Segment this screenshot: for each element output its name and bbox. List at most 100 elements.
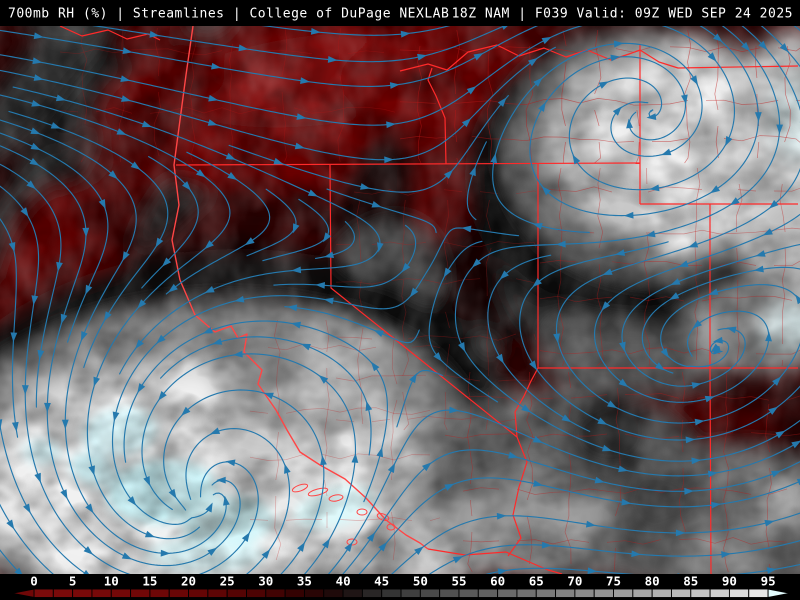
colorbar-cell [168, 588, 189, 598]
rh-texture-light [0, 26, 800, 574]
colorbar-tick-label: 15 [142, 574, 157, 589]
streamline-arrowhead [204, 240, 214, 250]
colorbar-cell [439, 588, 460, 598]
streamline [487, 254, 591, 432]
streamline-arrowhead [156, 334, 166, 344]
streamline-arrowhead [776, 124, 784, 135]
header-bar: 700mb RH (%) | Streamlines | College of … [0, 0, 800, 26]
streamline-arrowhead [370, 361, 380, 372]
streamline-arrowhead [26, 180, 36, 190]
streamline-arrowhead [500, 26, 511, 30]
colorbar-right-arrow [767, 588, 791, 599]
streamline-arrowhead [710, 343, 721, 353]
streamline-arrowhead [127, 496, 137, 506]
streamline-arrowhead [768, 406, 779, 415]
streamline-arrowhead [532, 435, 543, 443]
streamline-arrowhead [44, 402, 51, 413]
streamline-arrowhead [31, 295, 39, 306]
colorbar-tick-label: 35 [297, 574, 312, 589]
streamline-arrowhead [533, 77, 543, 87]
streamline-arrowhead [612, 106, 622, 116]
state-border [329, 164, 518, 438]
streamline-arrowhead [322, 232, 332, 243]
streamline-arrowhead [532, 278, 542, 287]
county-line [274, 319, 282, 561]
streamline-arrowhead [223, 495, 230, 506]
streamline-arrowhead [422, 462, 432, 472]
colorbar-cell [342, 588, 363, 598]
island-outline [346, 538, 358, 546]
streamline-arrowhead [541, 541, 552, 549]
streamline [141, 353, 357, 574]
island-outline [356, 508, 368, 516]
streamline-arrowhead [649, 184, 660, 192]
streamline-arrowhead [182, 181, 191, 191]
county-line [249, 517, 441, 522]
streamline-arrowhead [741, 41, 751, 52]
county-line [281, 27, 288, 163]
streamline-arrowhead [300, 343, 311, 351]
streamline [326, 188, 437, 234]
county-line [613, 387, 621, 573]
streamline-arrowhead [771, 470, 782, 478]
island-outline [376, 513, 390, 521]
streamline-arrowhead [205, 502, 213, 513]
colorbar-cell [323, 588, 344, 598]
island-outline [307, 487, 329, 497]
product-title: 700mb RH (%) | Streamlines | College of … [8, 7, 449, 22]
streamline [0, 218, 19, 438]
streamline-arrowhead [55, 94, 66, 102]
streamline-arrowhead [766, 567, 777, 574]
streamline [12, 86, 381, 375]
streamline [0, 185, 259, 574]
streamline [0, 119, 227, 554]
streamline-arrowhead [661, 148, 672, 156]
streamline-arrowhead [490, 153, 498, 164]
streamline-arrowhead [141, 120, 152, 128]
streamline-arrowhead [631, 550, 641, 558]
streamline-arrowhead [310, 28, 321, 35]
county-line [557, 167, 565, 367]
streamline-arrowhead [33, 32, 44, 40]
streamline-arrowhead [508, 451, 519, 459]
colorbar-tick-label: 85 [683, 574, 698, 589]
streamline-arrowhead [458, 342, 466, 353]
streamline [396, 369, 443, 428]
state-border [507, 436, 528, 557]
streamline-arrowhead [572, 154, 581, 165]
streamline-arrowhead [764, 519, 775, 527]
streamline-arrowhead [373, 330, 384, 338]
colorbar-tick-label: 0 [30, 574, 38, 589]
streamline-arrowhead [244, 237, 255, 246]
county-line [723, 371, 729, 573]
county-line [635, 109, 640, 164]
county-line [539, 260, 800, 267]
streamline-arrowhead [601, 444, 613, 452]
streamline-arrowhead [473, 53, 484, 61]
streamline-arrowhead [137, 383, 146, 393]
streamline-arrowhead [50, 122, 61, 129]
streamline-arrowhead [713, 336, 723, 344]
streamline-arrowhead [365, 401, 373, 412]
streamline [0, 26, 736, 191]
streamline-arrowhead [688, 241, 699, 248]
streamline-arrowhead [216, 476, 226, 484]
streamline-arrowhead [300, 77, 310, 84]
streamline-arrowhead [261, 549, 271, 559]
streamline-arrowhead [713, 33, 723, 43]
colorbar-cell [516, 588, 537, 598]
streamline-arrowhead [263, 392, 274, 400]
county-line [399, 135, 800, 143]
streamline-arrowhead [433, 352, 443, 362]
streamline [342, 449, 800, 574]
streamline-arrowhead [607, 400, 617, 409]
colorbar-cell [381, 588, 402, 598]
streamline [454, 26, 800, 462]
streamline-arrowhead [31, 100, 42, 107]
streamline-arrowhead [449, 406, 459, 414]
streamline-arrowhead [561, 414, 572, 423]
streamline-arrowhead [29, 157, 40, 166]
streamline [8, 110, 169, 368]
streamline-arrowhead [623, 211, 634, 219]
streamline-arrowhead [376, 447, 384, 458]
